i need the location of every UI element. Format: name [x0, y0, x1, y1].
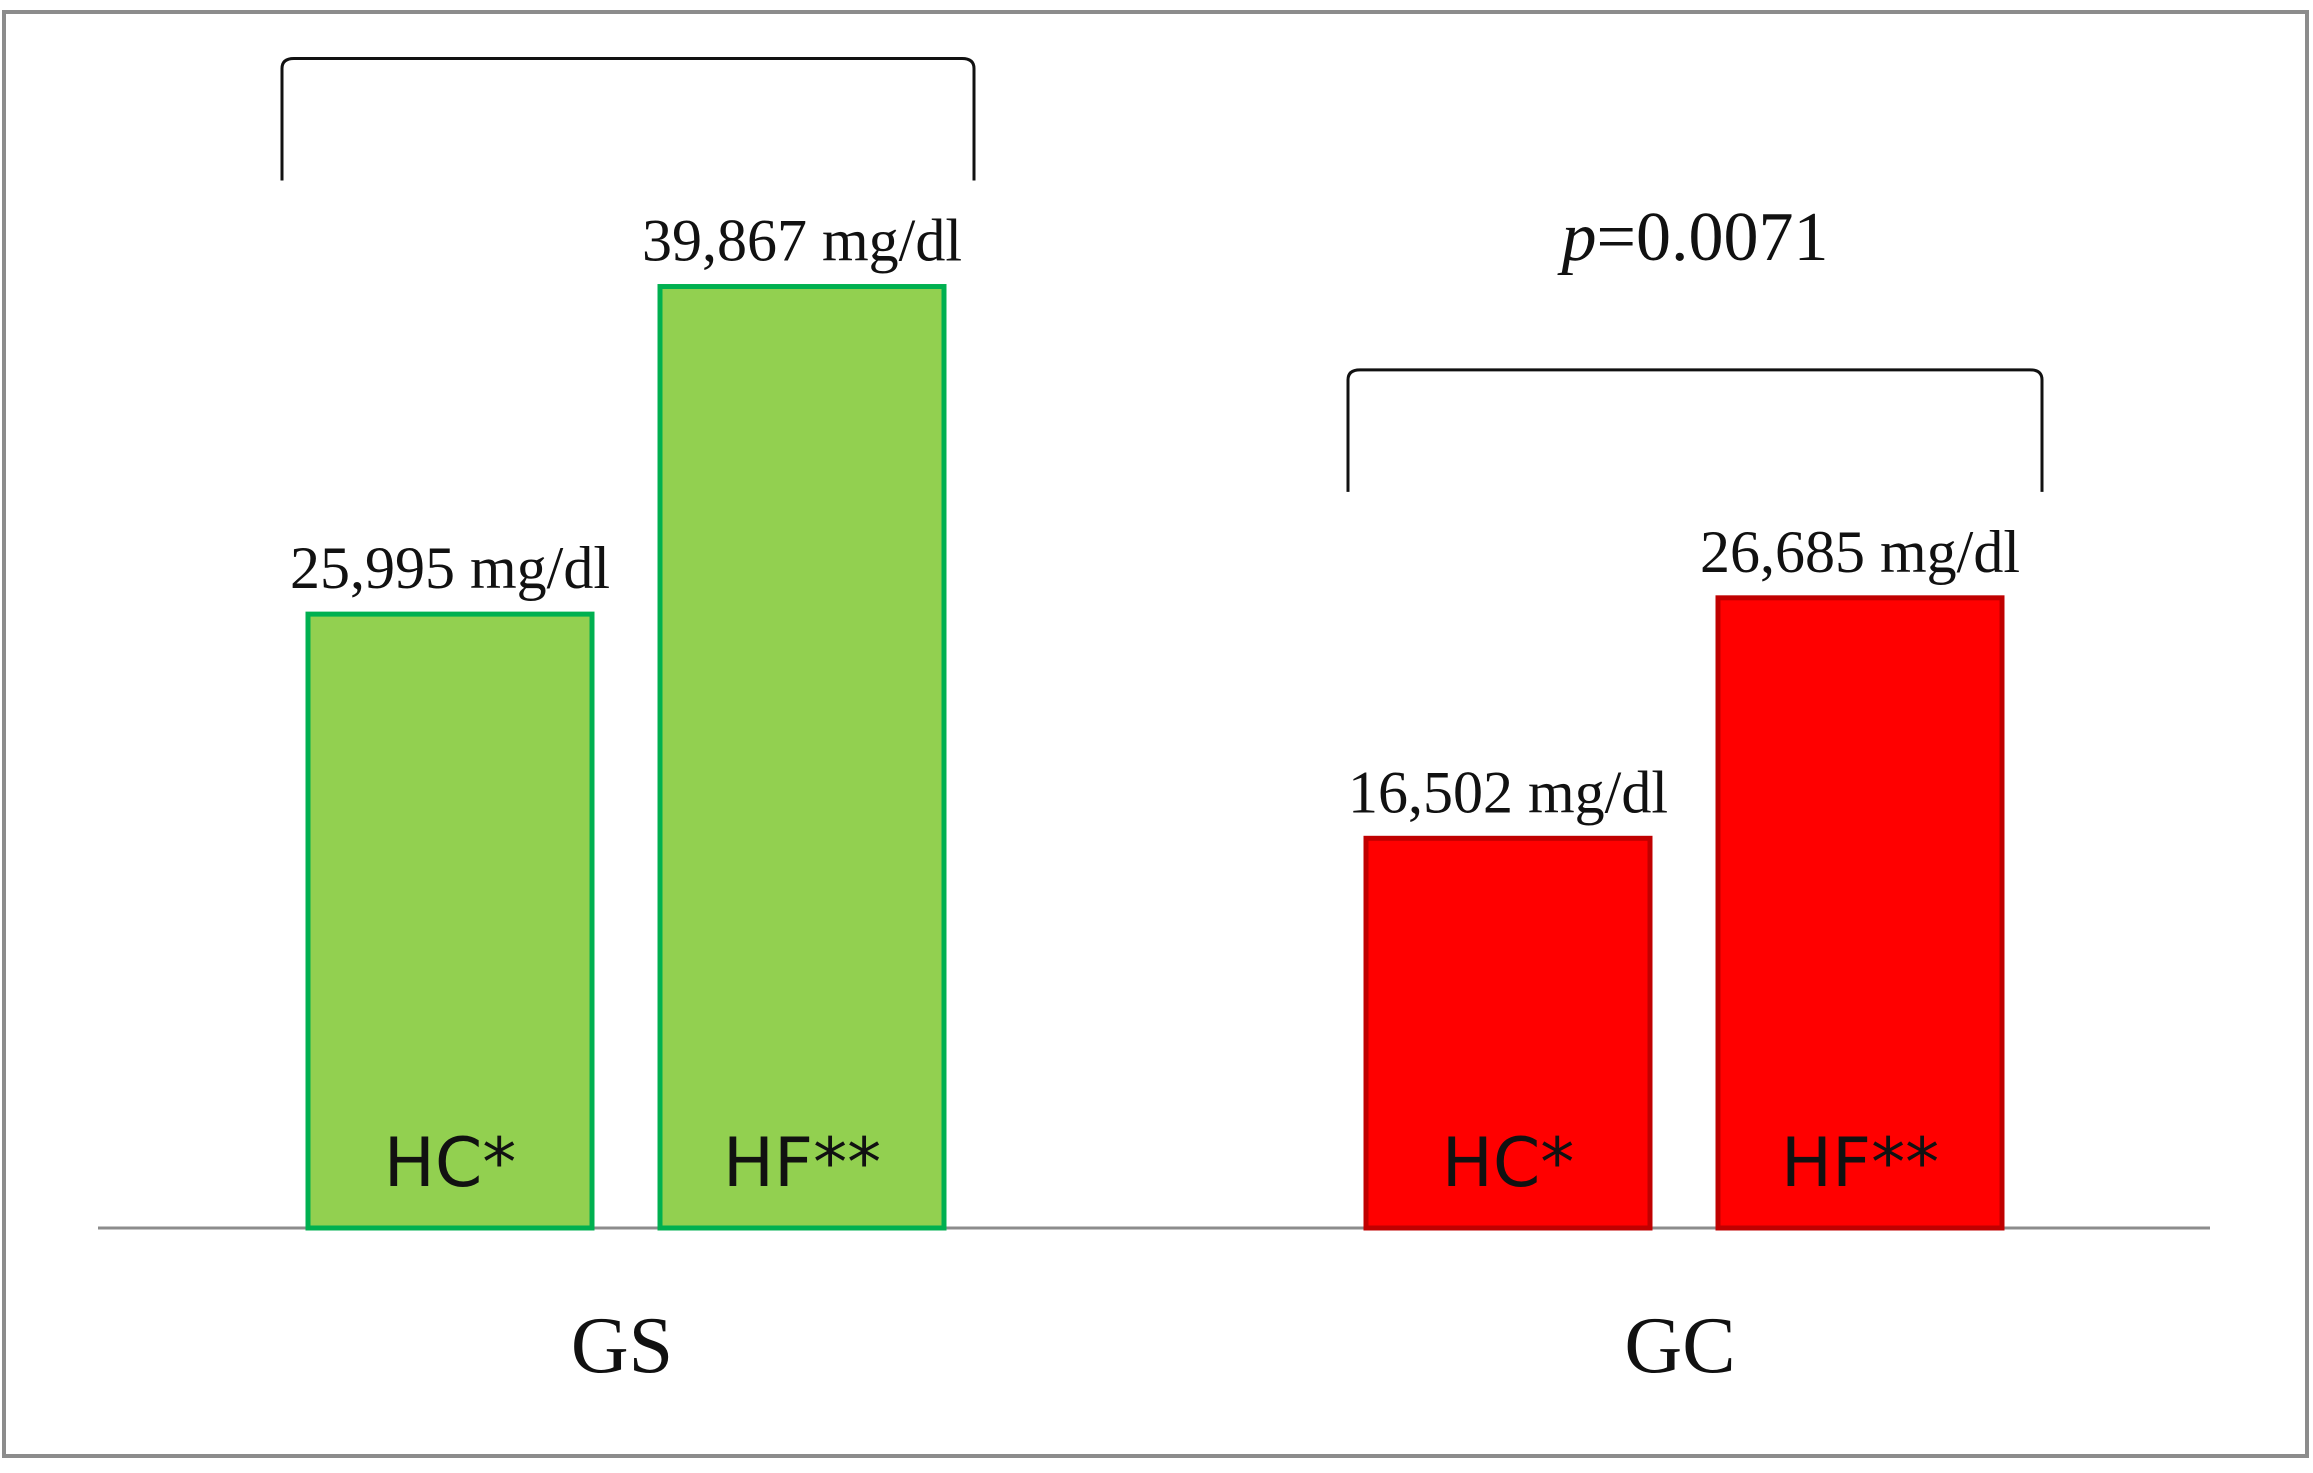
data-label: 25,995 mg/dl	[290, 535, 610, 601]
bar-gs-0	[305, 611, 595, 1231]
category-label: GS	[571, 1302, 673, 1390]
data-label: 16,502 mg/dl	[1348, 759, 1668, 825]
data-label: 26,685 mg/dl	[1700, 519, 2020, 585]
p-value: =0.0071	[1597, 199, 1829, 276]
bar-gc-0	[1363, 835, 1653, 1231]
bar-inner-label: HF**	[723, 1124, 881, 1203]
significance-bracket	[1346, 368, 2044, 492]
bar-gc-1	[1715, 595, 2005, 1231]
p-value-label: p=0.0071	[1557, 199, 1829, 276]
bar-inner-label: HF**	[1781, 1124, 1939, 1203]
bar-inner-label: HC*	[1442, 1124, 1575, 1203]
bar-gs-1	[657, 284, 947, 1231]
significance-bracket	[280, 57, 976, 181]
data-label: 39,867 mg/dl	[642, 208, 962, 274]
p-symbol: p	[1557, 199, 1597, 276]
bar-inner-label: HC*	[384, 1124, 517, 1203]
category-label: GC	[1624, 1302, 1735, 1390]
